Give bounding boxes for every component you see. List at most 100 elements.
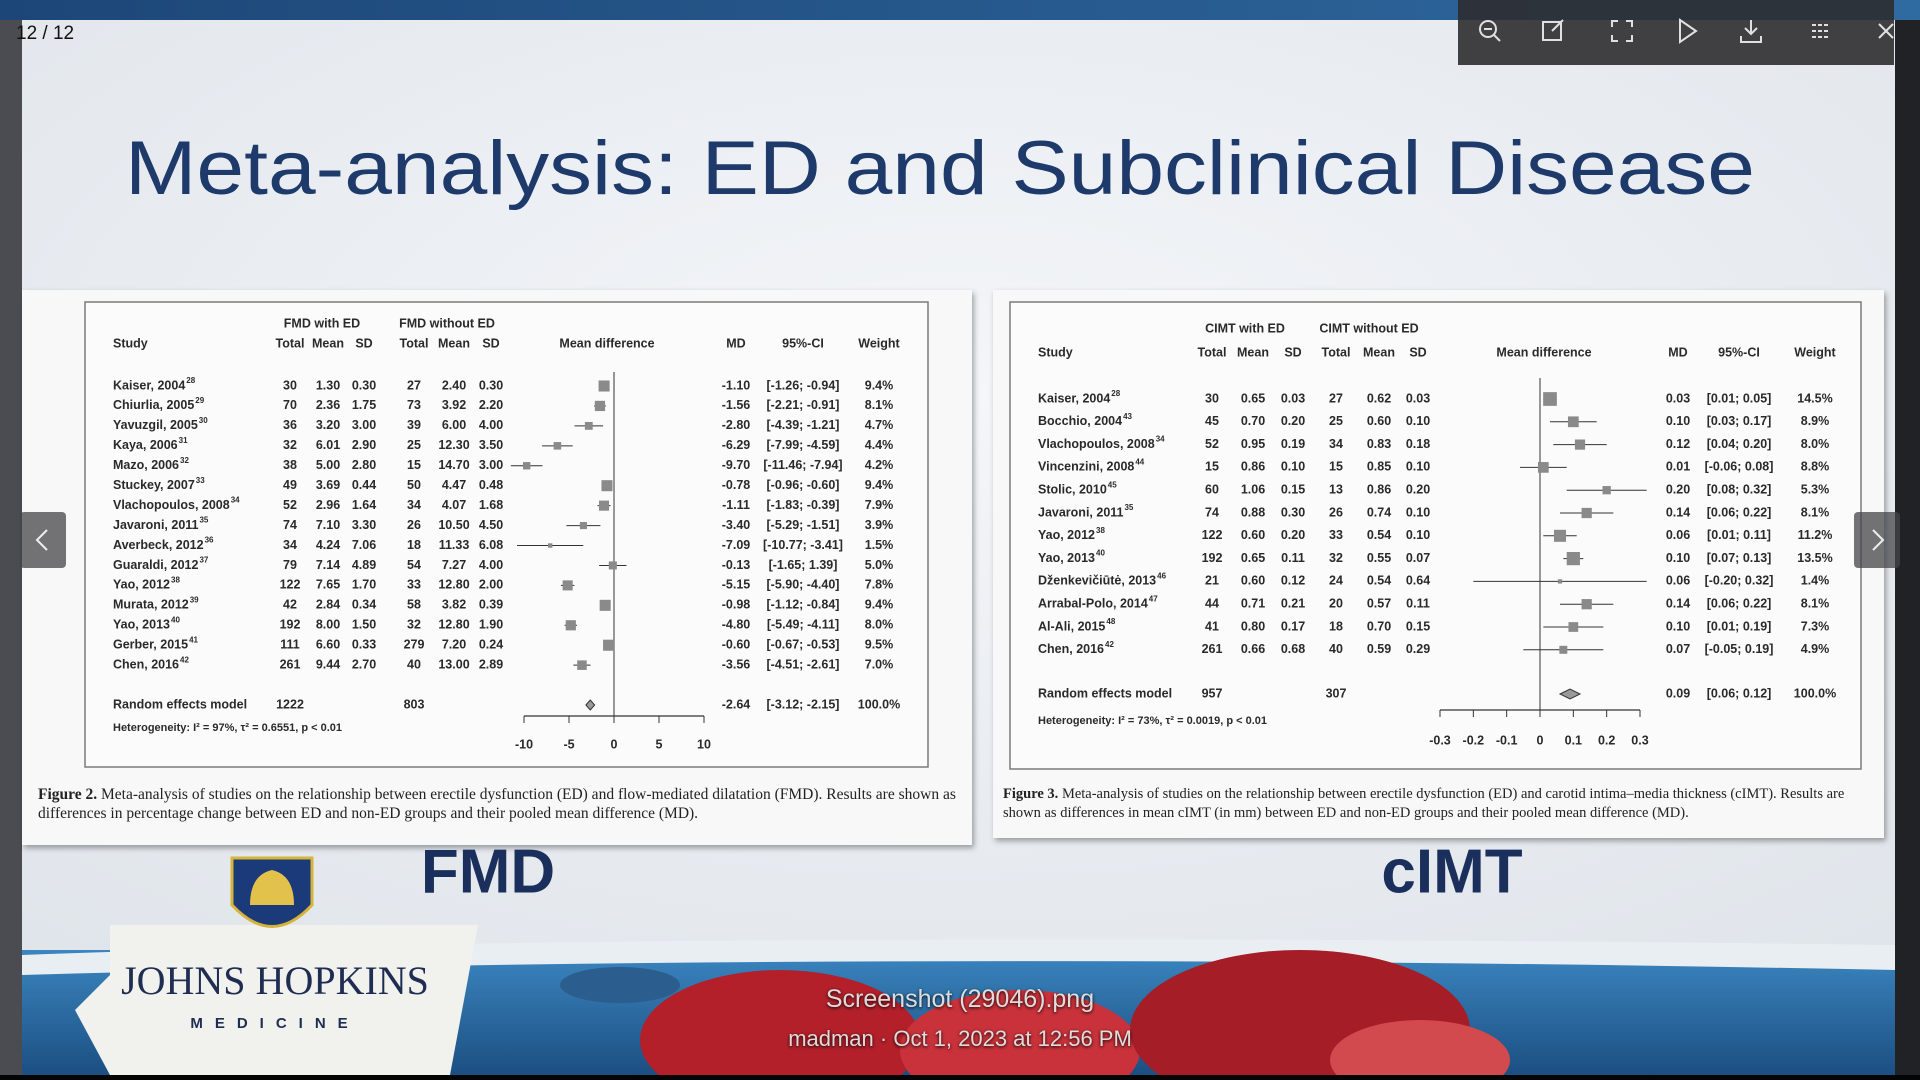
cell: 0.70 xyxy=(1241,414,1265,428)
ci-value: [0.07; 0.13] xyxy=(1707,551,1772,565)
cell: 33 xyxy=(1329,528,1343,542)
weight-value: 7.9% xyxy=(865,498,894,512)
cell: 12.80 xyxy=(438,618,469,632)
cell: 25 xyxy=(407,438,421,452)
study-ref: 28 xyxy=(186,376,195,385)
cell: 41 xyxy=(1205,619,1219,633)
study-ref: 32 xyxy=(180,456,189,465)
study-name: Yavuzgil, 2005 xyxy=(113,418,198,432)
grid-button[interactable] xyxy=(1812,24,1830,38)
md-value: -3.40 xyxy=(722,518,751,532)
study-name: Yao, 2013 xyxy=(113,618,170,632)
column-header: Mean xyxy=(312,336,344,350)
weight-value: 8.0% xyxy=(1801,437,1830,451)
x-tick-label: -10 xyxy=(515,737,533,751)
x-tick-label: -0.1 xyxy=(1496,733,1518,747)
md-value: -7.09 xyxy=(722,538,751,552)
study-ref: 40 xyxy=(1096,549,1105,558)
cell: 4.00 xyxy=(479,558,503,572)
cell: 6.00 xyxy=(442,418,466,432)
cell: 4.89 xyxy=(352,558,376,572)
column-header: Mean difference xyxy=(559,336,654,350)
cell: 0.10 xyxy=(1406,505,1430,519)
md-value: -0.60 xyxy=(722,638,751,652)
cell: 0.03 xyxy=(1281,391,1305,405)
study-name: Yao, 2012 xyxy=(1038,528,1095,542)
logo-name: JOHNS HOPKINS xyxy=(121,958,429,1003)
cell: 0.24 xyxy=(479,638,503,652)
study-ref: 34 xyxy=(231,496,240,505)
cell: 27 xyxy=(1329,391,1343,405)
md-value: 0.07 xyxy=(1666,642,1690,656)
study-ref: 38 xyxy=(171,576,180,585)
study-ref: 48 xyxy=(1106,617,1115,626)
cell: 10.50 xyxy=(438,518,469,532)
pooled-total: 957 xyxy=(1202,686,1223,700)
study-ref: 45 xyxy=(1108,480,1117,489)
open-external-button[interactable] xyxy=(1542,19,1564,41)
slide-title: Meta-analysis: ED and Subclinical Diseas… xyxy=(125,126,1755,211)
cell: 261 xyxy=(1202,642,1223,656)
cell: 52 xyxy=(1205,437,1219,451)
study-ref: 44 xyxy=(1135,458,1144,467)
md-value: -6.29 xyxy=(722,438,751,452)
fullscreen-button[interactable] xyxy=(1611,20,1633,42)
weight-value: 7.8% xyxy=(865,578,894,592)
weight-value: 5.0% xyxy=(865,558,894,572)
cell: 0.54 xyxy=(1367,528,1391,542)
cell: 74 xyxy=(283,518,297,532)
cell: 0.29 xyxy=(1406,642,1430,656)
zoom-out-button[interactable] xyxy=(1479,20,1501,42)
cell: 0.59 xyxy=(1367,642,1391,656)
study-name: Chen, 2016 xyxy=(113,657,179,671)
cell: 4.47 xyxy=(442,478,466,492)
cell: 0.07 xyxy=(1406,551,1430,565)
cell: 14.70 xyxy=(438,458,469,472)
previous-button[interactable] xyxy=(20,512,66,568)
ci-value: [0.01; 0.11] xyxy=(1707,528,1771,542)
cell: 34 xyxy=(1329,437,1343,451)
cell: 111 xyxy=(280,638,300,652)
cell: 0.20 xyxy=(1406,482,1430,496)
effect-square xyxy=(603,639,615,651)
effect-square xyxy=(1574,439,1586,450)
cell: 0.60 xyxy=(1241,574,1265,588)
decor xyxy=(1330,1020,1510,1080)
effect-square xyxy=(601,480,613,492)
ci-value: [-0.05; 0.19] xyxy=(1705,642,1774,656)
study-name: Murata, 2012 xyxy=(113,598,189,612)
weight-value: 8.0% xyxy=(865,618,894,632)
pooled-md: -2.64 xyxy=(722,697,751,711)
cell: 11.33 xyxy=(439,538,470,552)
download-button[interactable] xyxy=(1740,20,1762,43)
study-name: Javaroni, 2011 xyxy=(113,518,199,532)
slideshow-button[interactable] xyxy=(1679,18,1698,44)
cell: 58 xyxy=(407,598,421,612)
ci-value: [-5.29; -1.51] xyxy=(767,518,840,532)
close-button[interactable] xyxy=(1878,23,1894,39)
x-tick-label: 0 xyxy=(611,737,618,751)
study-ref: 30 xyxy=(199,416,208,425)
column-header: Weight xyxy=(1794,345,1836,359)
cell: 279 xyxy=(404,638,425,652)
effect-square xyxy=(1557,579,1563,584)
pooled-total: 307 xyxy=(1326,686,1347,700)
ci-value: [0.06; 0.22] xyxy=(1707,505,1772,519)
column-header: Total xyxy=(276,336,305,350)
effect-square xyxy=(1543,392,1557,406)
cell: 6.08 xyxy=(479,538,503,552)
cell: 7.65 xyxy=(316,578,340,592)
figure-caption: Figure 3. Meta-analysis of studies on th… xyxy=(1003,785,1873,823)
next-button[interactable] xyxy=(1854,512,1900,568)
cell: 1.64 xyxy=(352,498,376,512)
x-tick-label: -0.2 xyxy=(1463,733,1485,747)
column-header: Total xyxy=(400,336,429,350)
cell: 0.65 xyxy=(1241,551,1265,565)
study-name: Gerber, 2015 xyxy=(113,638,188,652)
cell: 0.70 xyxy=(1367,619,1391,633)
weight-value: 8.1% xyxy=(1801,596,1830,610)
cell: 20 xyxy=(1329,596,1343,610)
cell: 6.60 xyxy=(316,638,340,652)
pooled-label: Random effects model xyxy=(113,697,247,711)
cell: 0.71 xyxy=(1241,596,1265,610)
